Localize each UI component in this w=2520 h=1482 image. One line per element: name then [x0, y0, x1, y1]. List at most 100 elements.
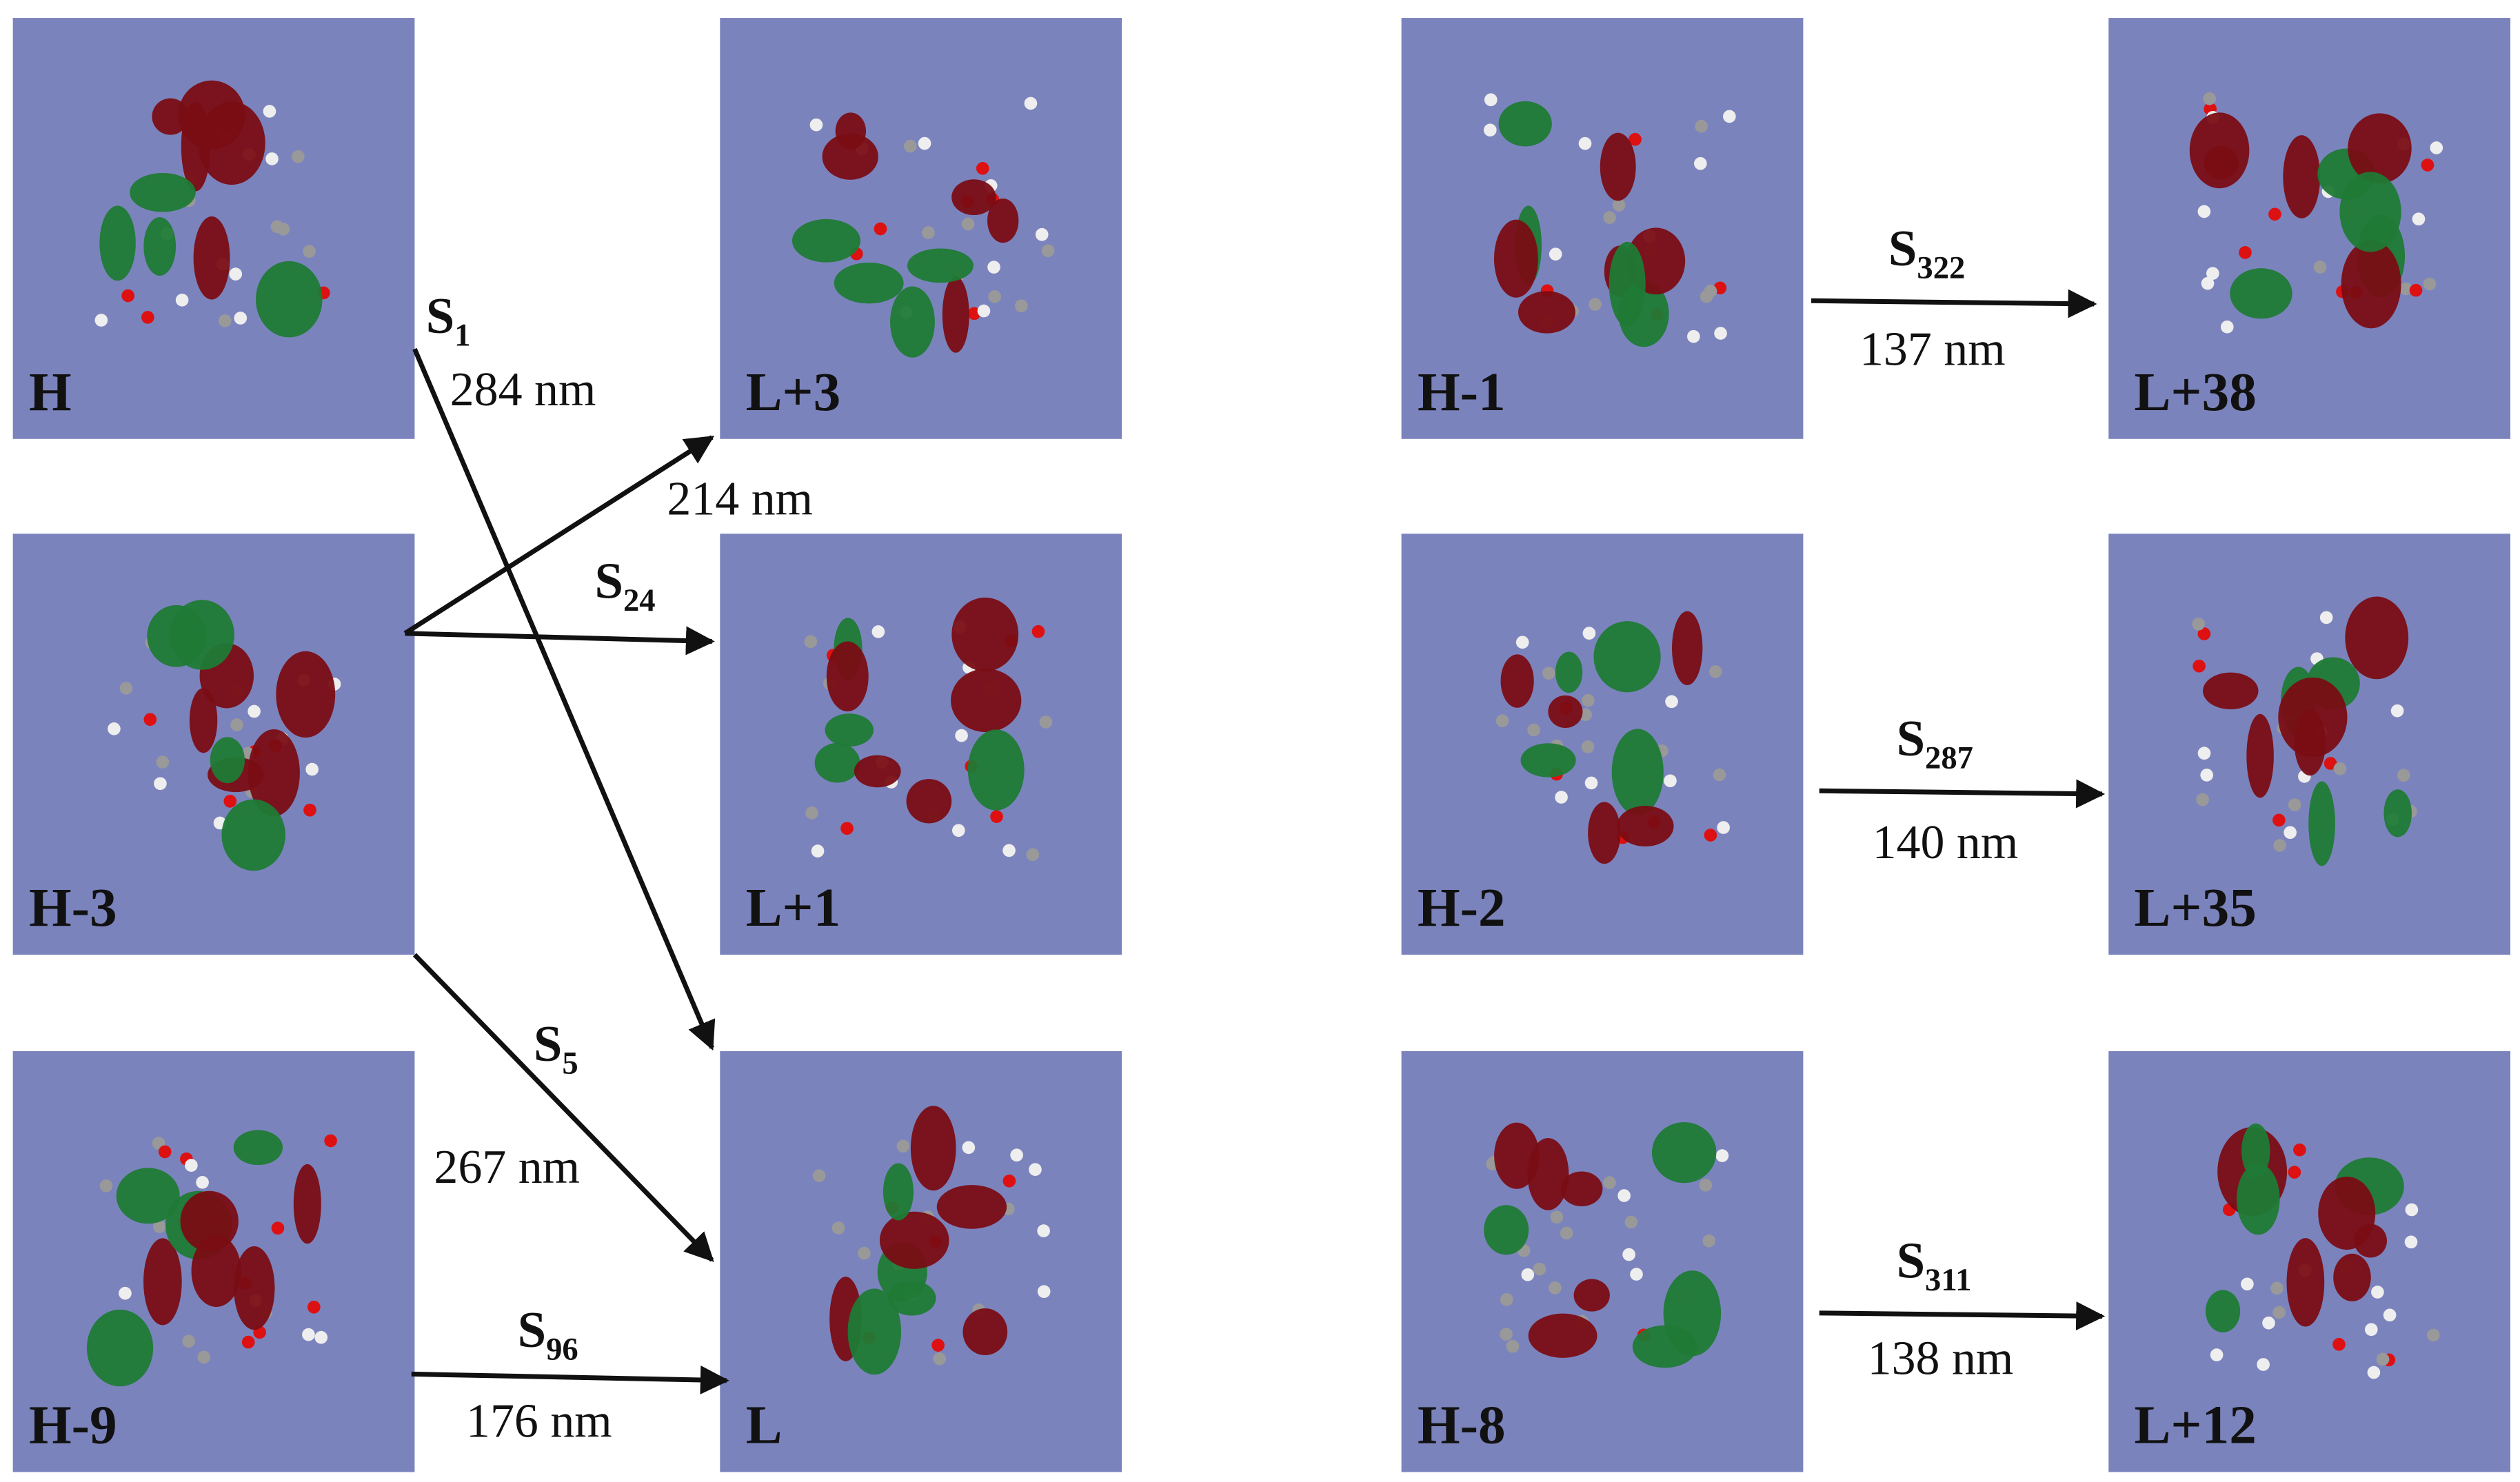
- panel-label: H-9: [29, 1395, 117, 1456]
- atom: [2197, 747, 2211, 760]
- panel-label: L+38: [2135, 362, 2257, 423]
- atom: [2399, 282, 2412, 296]
- atom: [2210, 1348, 2224, 1361]
- arrow: [1819, 1301, 2106, 1331]
- atom: [158, 1145, 172, 1159]
- atom: [1500, 1328, 1513, 1341]
- wavelength: 176 nm: [466, 1394, 612, 1448]
- atom: [271, 1221, 285, 1235]
- atom: [154, 777, 167, 791]
- orbital-lobe: [907, 248, 974, 283]
- atom: [152, 1220, 166, 1233]
- orbital-lobe: [936, 1185, 1007, 1229]
- atom: [962, 1141, 976, 1155]
- atom: [1714, 327, 1727, 340]
- atom: [2383, 1308, 2397, 1322]
- orbital-lobe: [1555, 651, 1583, 693]
- atom: [2200, 769, 2214, 782]
- atom: [1603, 1176, 1616, 1190]
- state: S96: [518, 1302, 578, 1368]
- panel-background: [720, 18, 1122, 439]
- orbital-lobe: [1609, 241, 1646, 327]
- atom: [141, 311, 154, 324]
- atom: [2288, 798, 2301, 811]
- atom: [119, 682, 133, 695]
- atom: [840, 822, 854, 835]
- panel-background: [2108, 18, 2511, 439]
- atom: [933, 1352, 946, 1366]
- orbital-lobe: [210, 737, 245, 784]
- atom: [2332, 1338, 2346, 1351]
- atom: [2367, 1366, 2381, 1379]
- orbital-lobe: [2308, 781, 2335, 866]
- atom: [1578, 136, 1592, 150]
- atom: [1695, 119, 1708, 133]
- atom: [1700, 290, 1713, 303]
- orbital-lobe: [1600, 132, 1636, 201]
- atom: [156, 755, 170, 769]
- arrow: [1819, 779, 2106, 809]
- atom: [1037, 1285, 1051, 1299]
- orbital-lobe: [2246, 713, 2274, 798]
- atom: [1617, 1189, 1631, 1202]
- atom: [1555, 791, 1568, 804]
- panel-label: L: [746, 1395, 783, 1456]
- orbital-panel: L+12: [2108, 1050, 2511, 1472]
- atom: [1002, 1174, 1016, 1188]
- orbital-lobe: [2230, 268, 2292, 319]
- atom: [1715, 1149, 1729, 1162]
- atom: [1014, 299, 1028, 313]
- atom: [303, 803, 316, 817]
- panel-label: L+12: [2135, 1395, 2257, 1456]
- orbital-lobe: [854, 755, 901, 788]
- atom: [951, 824, 965, 838]
- atom: [121, 289, 135, 303]
- orbital-lobe: [1500, 654, 1534, 708]
- atom: [94, 314, 108, 327]
- orbital-panel: H-8: [1401, 1050, 1804, 1472]
- orbital-lobe: [99, 205, 136, 281]
- orbital-lobe: [887, 1280, 936, 1316]
- orbital-lobe: [987, 198, 1019, 243]
- atom: [1029, 1163, 1042, 1176]
- atom: [1035, 227, 1049, 241]
- orbital-lobe: [1593, 621, 1661, 693]
- state: S24: [594, 554, 655, 619]
- atom: [977, 304, 991, 318]
- panel-label: L+1: [746, 877, 841, 938]
- orbital-lobe: [1518, 291, 1575, 334]
- atom: [1031, 625, 1045, 638]
- atom: [1699, 1179, 1713, 1192]
- atom: [1527, 723, 1540, 737]
- orbital-lobe: [2348, 113, 2412, 184]
- arrow: [411, 1365, 729, 1394]
- atom: [2272, 1306, 2286, 1319]
- atom: [308, 1300, 321, 1314]
- atom: [2430, 141, 2443, 154]
- atom: [2313, 261, 2327, 274]
- atom: [175, 293, 189, 307]
- orbital-lobe: [2283, 135, 2321, 219]
- orbital-lobe: [1493, 219, 1538, 298]
- atom: [1624, 1215, 1638, 1229]
- atom: [197, 1350, 211, 1364]
- atom: [1589, 298, 1602, 311]
- wavelength: 267 nm: [434, 1141, 580, 1194]
- orbital-lobe: [248, 729, 300, 817]
- atom: [218, 314, 232, 327]
- orbital-lobe: [256, 261, 323, 338]
- orbital-lobe: [906, 779, 952, 824]
- arrow: [412, 953, 714, 1262]
- atom: [292, 150, 305, 163]
- atom: [2397, 769, 2410, 782]
- atom: [1500, 1293, 1513, 1306]
- panel-label: H: [29, 362, 72, 423]
- atom: [108, 722, 121, 735]
- panel-label: H-1: [1418, 362, 1506, 423]
- atom: [2272, 813, 2286, 827]
- atom: [1010, 1148, 1023, 1162]
- atom: [2412, 212, 2426, 226]
- atom: [1664, 774, 1677, 788]
- atom: [1515, 636, 1529, 649]
- orbital-lobe: [1484, 1205, 1529, 1255]
